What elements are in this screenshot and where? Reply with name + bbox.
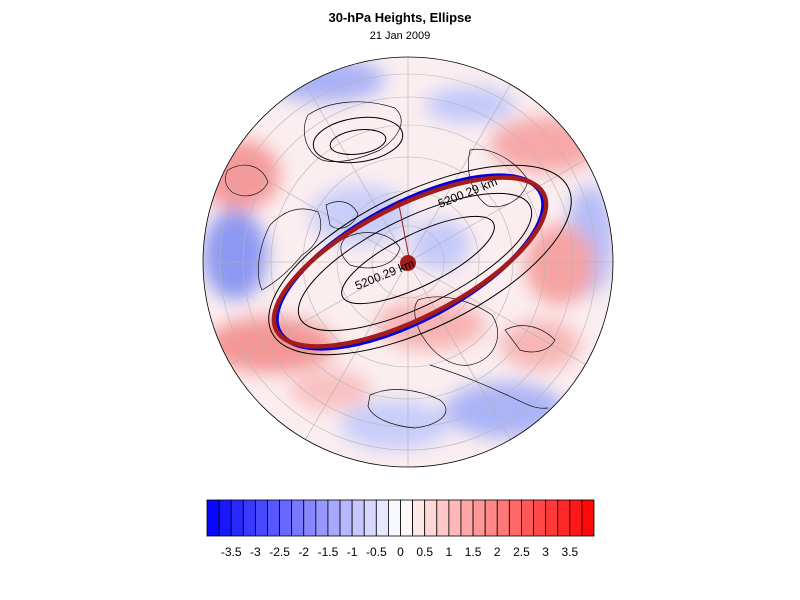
colorbar-swatch — [327, 499, 341, 537]
colorbar-swatch — [279, 499, 293, 537]
colorbar-swatch — [484, 499, 498, 537]
colorbar-swatch — [339, 499, 353, 537]
colorbar-tick-label: -2 — [298, 545, 309, 559]
meridian-line — [407, 159, 586, 263]
colorbar-swatch — [206, 499, 220, 537]
globe-outline — [202, 56, 614, 468]
anomaly-negative-blob — [340, 400, 450, 450]
colorbar-tick-label: -3.5 — [221, 545, 242, 559]
colorbar-swatch — [218, 499, 232, 537]
coastline — [225, 164, 269, 197]
colorbar-swatch — [230, 499, 244, 537]
colorbar-swatch — [303, 499, 317, 537]
colorbar-tick-label: 3.5 — [561, 545, 578, 559]
anomaly-positive-blob — [525, 225, 595, 305]
map-date: 21 Jan 2009 — [369, 30, 431, 42]
height-contour — [312, 116, 404, 164]
colorbar-swatch — [472, 499, 486, 537]
colorbar-swatch — [424, 499, 438, 537]
colorbar-tick-label: 1 — [446, 545, 453, 559]
colorbar-tick-label: -0.5 — [366, 545, 387, 559]
colorbar-swatch — [557, 499, 571, 537]
height-contour — [297, 192, 533, 332]
colorbar-swatch — [448, 499, 462, 537]
anomaly-positive-blob — [500, 320, 580, 370]
colorbar-tick-label: 3 — [542, 545, 549, 559]
colorbar-swatch — [388, 499, 401, 537]
colorbar-tick-label: -3 — [250, 545, 261, 559]
colorbar-tick-label: -2.5 — [269, 545, 290, 559]
meridian-line — [305, 84, 409, 263]
colorbar-swatch — [375, 499, 389, 537]
colorbar-tick-label: 2.5 — [513, 545, 530, 559]
colorbar-tick-label: 1.5 — [465, 545, 482, 559]
colorbar-swatch — [545, 499, 559, 537]
colorbar-swatch — [569, 499, 583, 537]
colorbar-swatch — [267, 499, 280, 537]
colorbar-swatch — [400, 499, 413, 537]
colorbar-tick-label: 0 — [397, 545, 404, 559]
colorbar-swatch — [242, 499, 256, 537]
height-contour — [341, 215, 495, 305]
coastline — [257, 208, 322, 291]
colorbar-swatch — [581, 499, 595, 537]
anomaly-positive-blob — [290, 370, 370, 410]
coastline — [429, 364, 549, 409]
colorbar-swatch — [496, 499, 510, 537]
colorbar-swatch — [508, 499, 522, 537]
colorbar-swatch — [412, 499, 426, 537]
colorbar-swatch — [351, 499, 365, 537]
meridian-line — [305, 261, 409, 440]
coastline — [325, 201, 359, 229]
map-title: 30-hPa Heights, Ellipse — [328, 10, 472, 25]
colorbar-swatch — [460, 499, 474, 537]
anomaly-positive-blob — [205, 317, 335, 373]
meridian-line — [230, 159, 409, 263]
colorbar-swatch — [436, 499, 450, 537]
meridian-line — [407, 261, 511, 440]
colorbar-swatch — [254, 499, 268, 537]
height-contour — [268, 164, 572, 356]
coastline — [367, 389, 447, 429]
coastline — [504, 325, 556, 353]
colorbar-tick-label: 0.5 — [416, 545, 433, 559]
ellipse-centroid — [400, 255, 416, 271]
contour-lines — [268, 116, 572, 356]
anomaly-negative-blob — [425, 87, 515, 123]
polar-map: 5200.29 km 5200.29 km — [202, 56, 614, 468]
colorbar-tick-label: 2 — [494, 545, 501, 559]
colorbar-swatch — [521, 499, 534, 537]
meridian-line — [230, 261, 409, 365]
anomaly-negative-blob — [203, 210, 267, 300]
colorbar-swatch — [363, 499, 377, 537]
height-contour — [329, 128, 387, 156]
colorbar-tick-label: -1.5 — [318, 545, 339, 559]
colorbar-swatch — [291, 499, 305, 537]
coastline — [304, 101, 402, 163]
colorbar-tick-label: -1 — [347, 545, 358, 559]
colorbar-swatch — [533, 499, 547, 537]
ellipse-fit — [271, 175, 549, 349]
colorbar-swatch — [315, 499, 329, 537]
